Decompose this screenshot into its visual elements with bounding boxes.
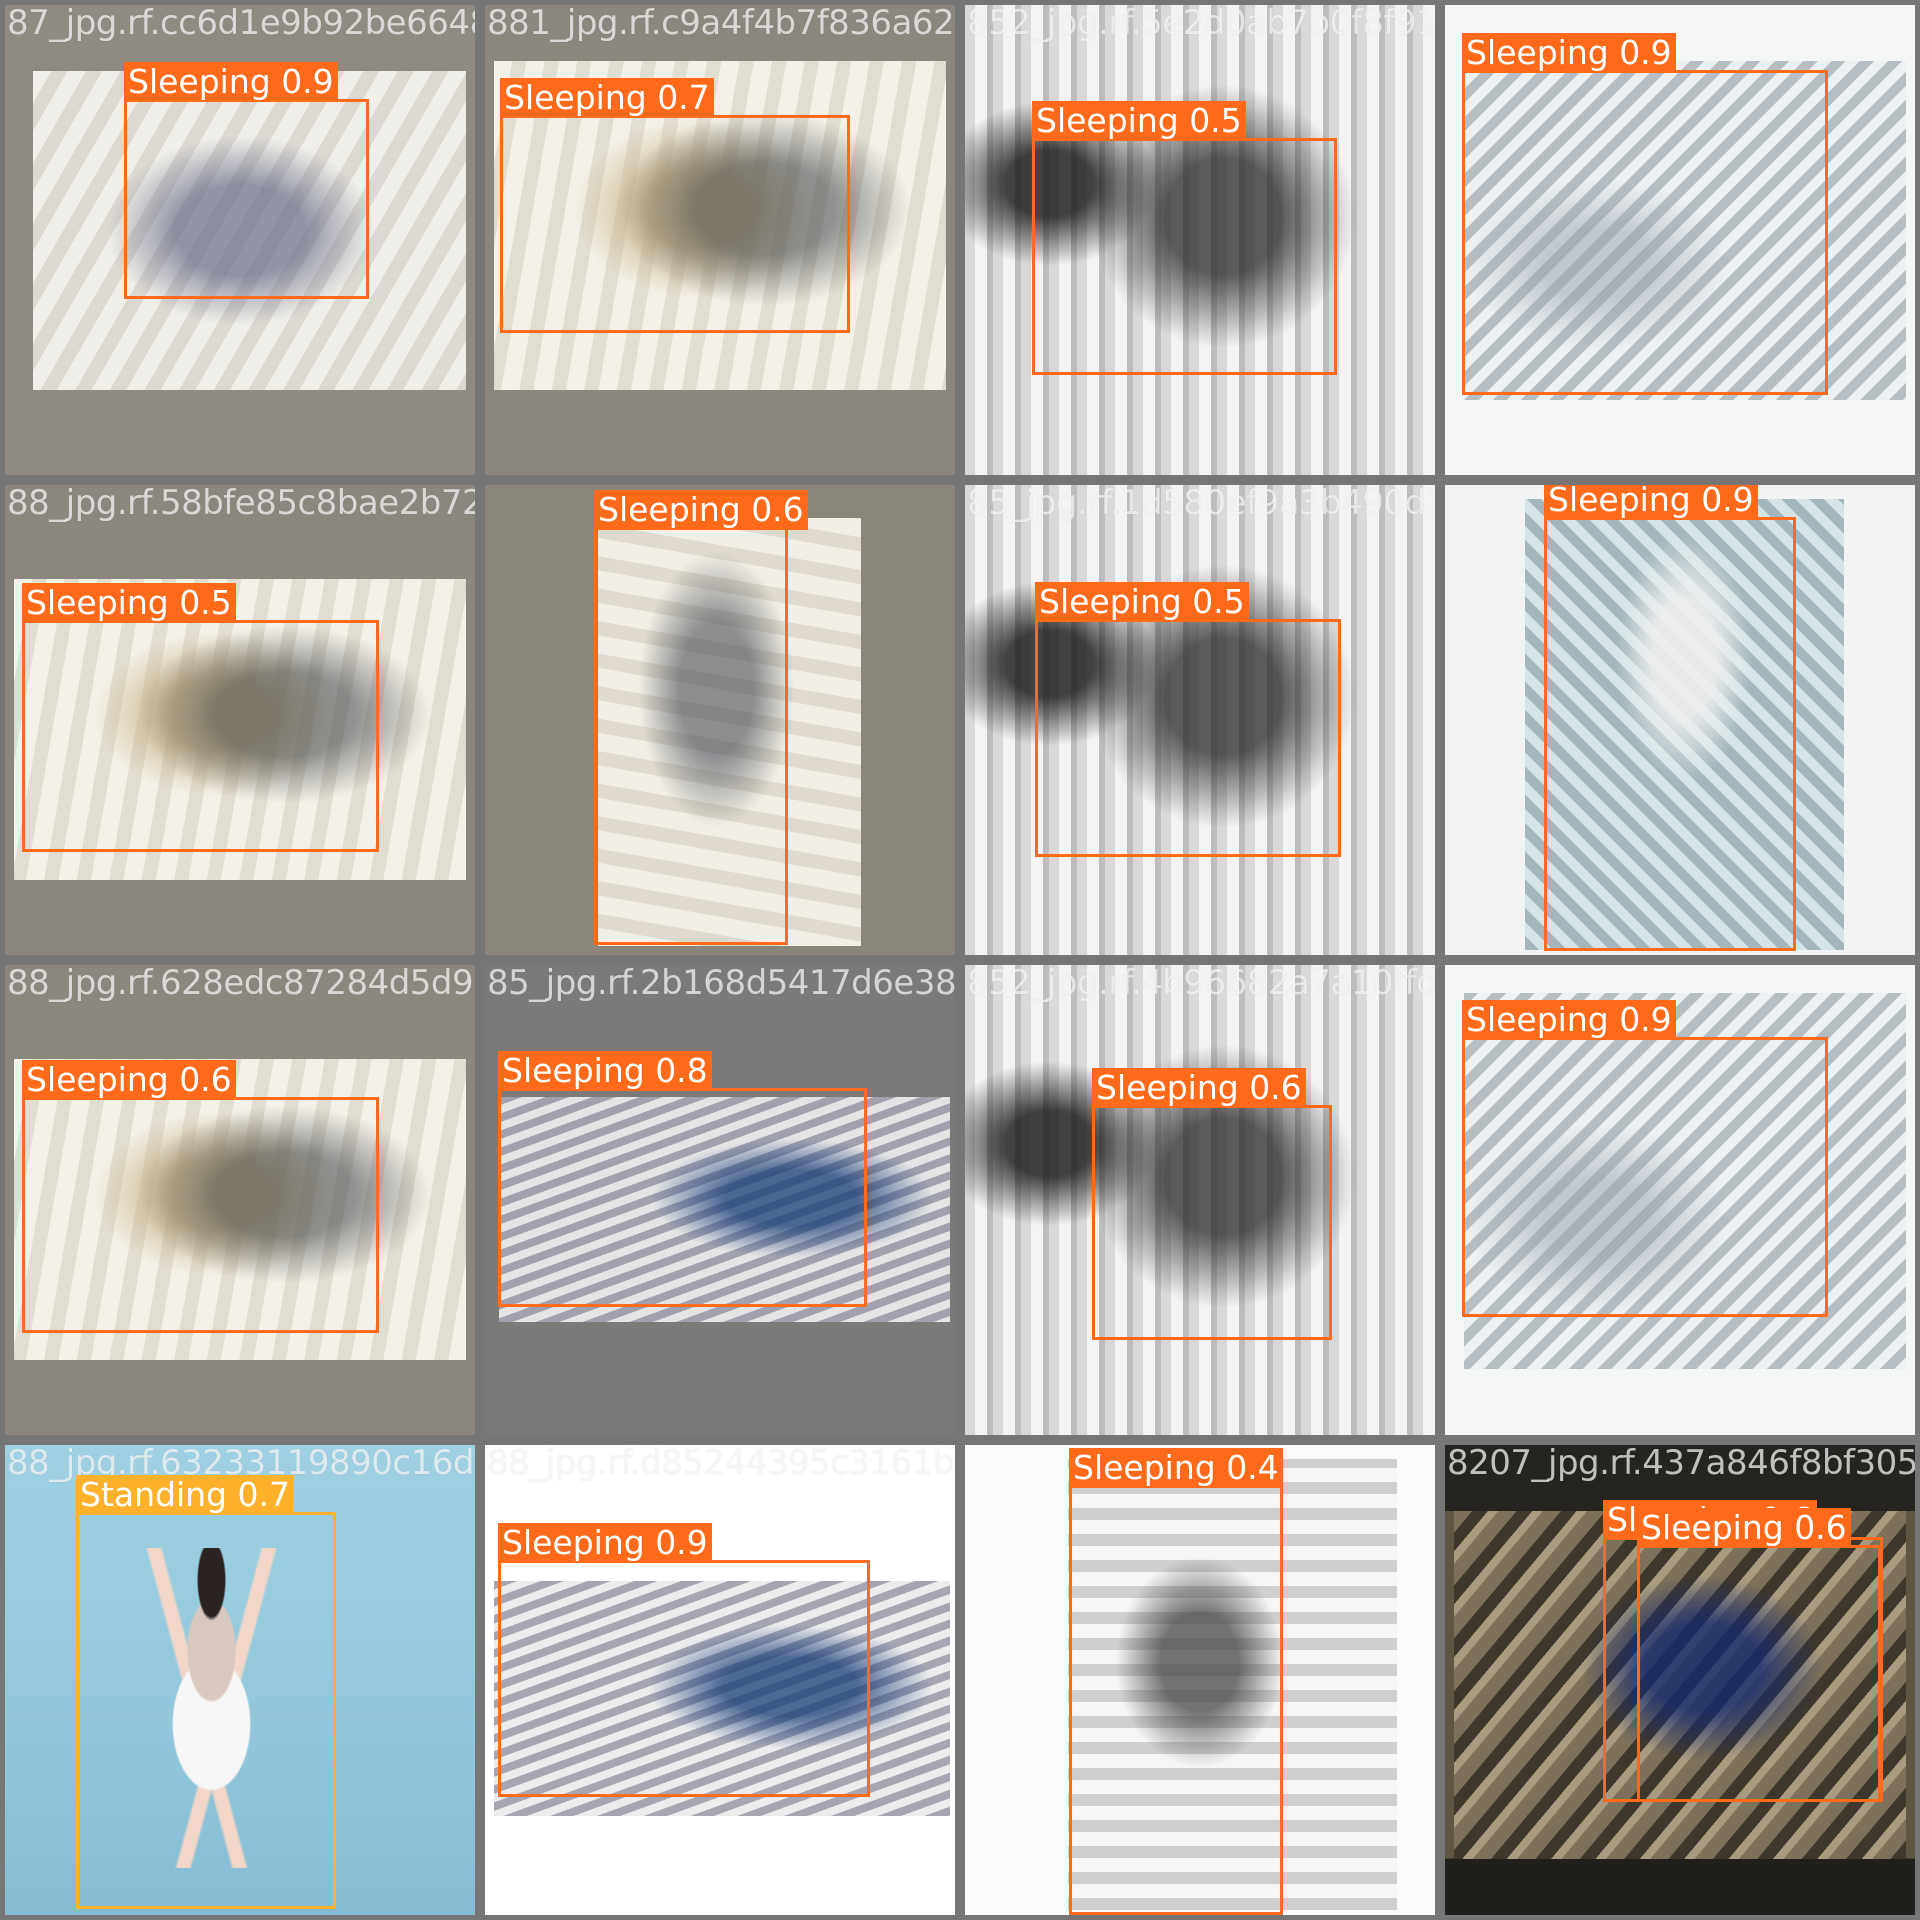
bounding-box: Sleeping 0.9 <box>1462 1000 1828 1317</box>
grid-tile: 88_jpg.rf.58bfe85c8bae2b7288 Sleeping 0.… <box>0 480 480 960</box>
grid-tile: Sleeping 0.9 <box>1440 480 1920 960</box>
bed-photo <box>965 5 1435 475</box>
bounding-box: Sleeping 0.9 <box>1544 485 1796 951</box>
detection-label: Sleeping 0.6 <box>22 1060 236 1100</box>
bed-photo <box>965 1445 1435 1915</box>
grid-tile: 852_jpg.rf.5e2d0ab7b0f8f9189 Sleeping 0.… <box>960 0 1440 480</box>
bounding-box: Sleeping 0.5 <box>1035 582 1341 857</box>
grid-tile: 85_jpg.rf.2b168d5417d6e389 Sleeping 0.8 <box>480 960 960 1440</box>
bounding-box: Sleeping 0.6 <box>1637 1508 1881 1802</box>
bounding-box: Sleeping 0.4 <box>1069 1448 1283 1915</box>
detection-label: Sleeping 0.9 <box>498 1523 712 1563</box>
bounding-box: Sleeping 0.9 <box>498 1523 870 1797</box>
bounding-box: Sleeping 0.6 <box>22 1060 379 1333</box>
bounding-box: Standing 0.7 <box>76 1475 336 1909</box>
grid-tile: Sleeping 0.9 <box>1440 0 1920 480</box>
bed-photo <box>485 485 955 955</box>
detection-label: Sleeping 0.4 <box>1069 1448 1283 1488</box>
detection-label: Sleeping 0.9 <box>1462 33 1676 73</box>
bed-photo <box>965 965 1435 1435</box>
bed-photo <box>1445 5 1915 475</box>
detection-label: Sleeping 0.9 <box>124 62 338 102</box>
detection-label: Sleeping 0.9 <box>1462 1000 1676 1040</box>
bed-photo <box>5 485 475 955</box>
detection-label: Sleeping 0.7 <box>500 78 714 118</box>
bounding-box: Sleeping 0.5 <box>1032 101 1337 375</box>
bounding-box: Sleeping 0.8 <box>498 1051 867 1307</box>
grid-tile: 87_jpg.rf.cc6d1e9b92be66488 Sleeping 0.9 <box>0 0 480 480</box>
detection-label: Sleeping 0.5 <box>1032 101 1246 141</box>
detection-label: Sleeping 0.5 <box>22 583 236 623</box>
bounding-box: Sleeping 0.9 <box>124 62 369 299</box>
detection-label: Sleeping 0.8 <box>498 1051 712 1091</box>
detection-label: Standing 0.7 <box>76 1475 294 1515</box>
studio-photo <box>5 1445 475 1915</box>
grid-tile: Sleeping 0.4 <box>960 1440 1440 1920</box>
bed-photo <box>965 485 1435 955</box>
bed-photo <box>485 965 955 1435</box>
detection-label: Sleeping 0.5 <box>1035 582 1249 622</box>
grid-tile: Sleeping 0.6 <box>480 480 960 960</box>
detection-label: Sleeping 0.9 <box>1544 485 1758 520</box>
bounding-box: Sleeping 0.7 <box>500 78 850 333</box>
grid-tile: 88_jpg.rf.d85244395c3161b6ec Sleeping 0.… <box>480 1440 960 1920</box>
grid-tile: 8207_jpg.rf.437a846f8bf30544 Sleeping 0.… <box>1440 1440 1920 1920</box>
bed-photo <box>5 965 475 1435</box>
bounding-box: Sleeping 0.5 <box>22 583 379 852</box>
grid-tile: Sleeping 0.9 <box>1440 960 1920 1440</box>
bounding-box: Sleeping 0.9 <box>1462 33 1828 395</box>
grid-tile: 88_jpg.rf.628edc87284d5d9d Sleeping 0.6 <box>0 960 480 1440</box>
bed-photo <box>1445 965 1915 1435</box>
detection-label: Sleeping 0.6 <box>1637 1508 1851 1548</box>
detection-label: Sleeping 0.6 <box>594 490 808 530</box>
grid-tile: 881_jpg.rf.c9a4f4b7f836a62f5250e Sleepin… <box>480 0 960 480</box>
detection-label: Sleeping 0.6 <box>1092 1068 1306 1108</box>
grid-tile: 88_jpg.rf.63233119890c16d6 Standing 0.7 <box>0 1440 480 1920</box>
grid-tile: 85_jpg.rf.1d580ef9a3b490d3e Sleeping 0.5 <box>960 480 1440 960</box>
grid-tile: 852_jpg.rf.4b96682a7a10ffdd Sleeping 0.6 <box>960 960 1440 1440</box>
bounding-box: Sleeping 0.6 <box>1092 1068 1332 1340</box>
bounding-box: Sleeping 0.6 <box>594 490 808 945</box>
bed-photo <box>1445 485 1915 955</box>
